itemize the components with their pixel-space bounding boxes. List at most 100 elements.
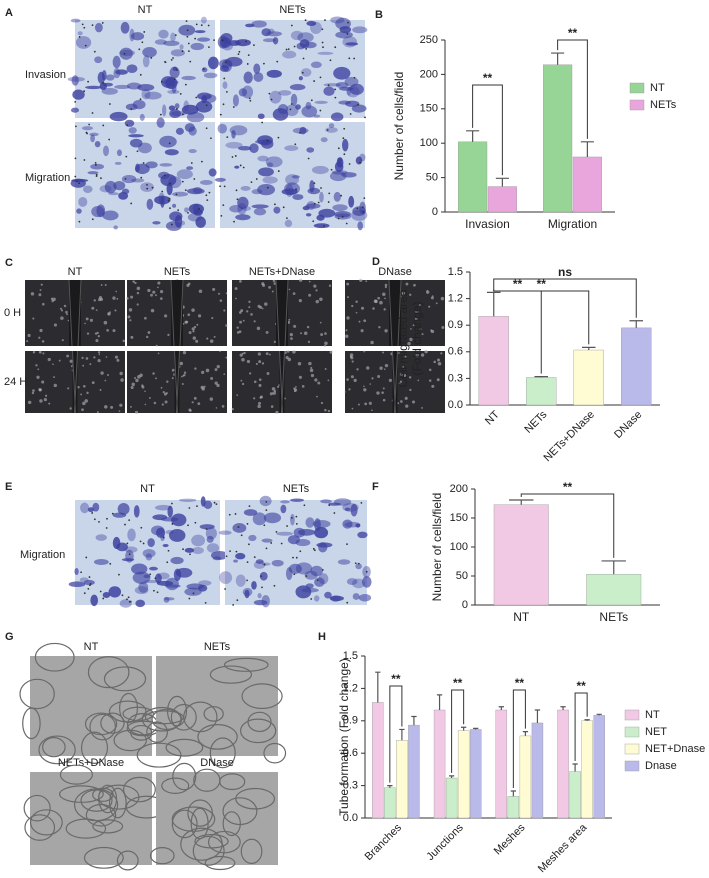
cell [144, 390, 146, 393]
cell [201, 370, 205, 375]
pore [334, 46, 337, 49]
pore [124, 178, 127, 180]
y-tick-label: 1.2 [448, 293, 463, 305]
cell [179, 361, 184, 366]
cell [381, 391, 384, 394]
cell [156, 117, 165, 128]
cell [154, 294, 157, 297]
tube [19, 678, 55, 710]
pore [109, 562, 112, 565]
pore [361, 206, 364, 209]
pore [76, 180, 78, 183]
x-tick-label: NETs [599, 610, 628, 624]
wound-edge [179, 279, 184, 347]
cell [104, 379, 107, 382]
pore [146, 183, 148, 186]
wound-edge [284, 279, 289, 347]
cell [225, 292, 228, 295]
cell [109, 311, 111, 314]
cell [152, 514, 168, 521]
cell [306, 147, 315, 153]
pore [232, 106, 235, 108]
cell [306, 20, 317, 26]
pore [175, 193, 178, 196]
pore [238, 50, 241, 53]
cell [299, 126, 307, 135]
cell [59, 307, 62, 310]
pore [287, 48, 290, 51]
y-axis-label: Tube formation (Fold change) [337, 658, 351, 816]
cell [223, 309, 226, 312]
cell [112, 55, 121, 69]
cell [199, 524, 215, 530]
cell [430, 296, 434, 300]
cell [355, 300, 358, 303]
cell [39, 399, 43, 403]
column-label: NT [140, 483, 155, 495]
image-bg [30, 772, 152, 865]
cell [305, 517, 315, 528]
cell [258, 401, 261, 405]
cell [257, 404, 261, 409]
micrograph [231, 350, 333, 414]
pore [248, 543, 250, 546]
cell [419, 328, 422, 331]
cell [187, 282, 191, 286]
bar [593, 715, 605, 819]
pore [226, 136, 229, 138]
cell [106, 328, 109, 332]
cell [58, 359, 61, 362]
cell [352, 26, 368, 34]
error-bar [375, 671, 381, 703]
cell [27, 333, 31, 338]
cell [182, 322, 185, 325]
tube [119, 692, 139, 724]
cell [240, 309, 244, 313]
cell [76, 208, 82, 214]
cell [314, 378, 318, 382]
cell [436, 358, 441, 362]
pore [156, 591, 159, 594]
cell [145, 553, 153, 561]
cell [346, 296, 349, 299]
wound-edge [176, 350, 180, 414]
cell [184, 320, 188, 324]
pore [313, 182, 316, 185]
legend-swatch [624, 709, 640, 721]
cell [269, 392, 273, 396]
pore [143, 31, 146, 33]
legend-swatch [629, 82, 645, 94]
cell [313, 284, 317, 288]
pore [253, 556, 256, 559]
cell [253, 397, 256, 400]
wound-edge [77, 279, 82, 347]
pore [299, 131, 301, 134]
cell [271, 290, 274, 293]
pore [83, 159, 86, 161]
pore [95, 173, 98, 176]
pore [138, 48, 141, 51]
pore [346, 601, 349, 604]
cell [190, 42, 205, 51]
cell [133, 505, 140, 518]
cell [271, 387, 276, 391]
error-bar [572, 763, 578, 772]
cell [178, 498, 197, 502]
cell [364, 402, 368, 406]
cell [428, 379, 432, 382]
cell [160, 196, 165, 208]
cell [86, 391, 89, 395]
panel-letter: B [375, 9, 383, 21]
column-label: NETs [164, 266, 191, 278]
legend-label: NT [650, 82, 665, 94]
cell [200, 180, 213, 186]
pore [295, 556, 298, 559]
pore [98, 520, 100, 523]
cell [263, 512, 282, 524]
cell [261, 362, 265, 365]
cell [408, 376, 412, 379]
y-axis-label: Number of cells/field [430, 493, 444, 602]
tube [222, 811, 241, 837]
cell [196, 323, 199, 326]
